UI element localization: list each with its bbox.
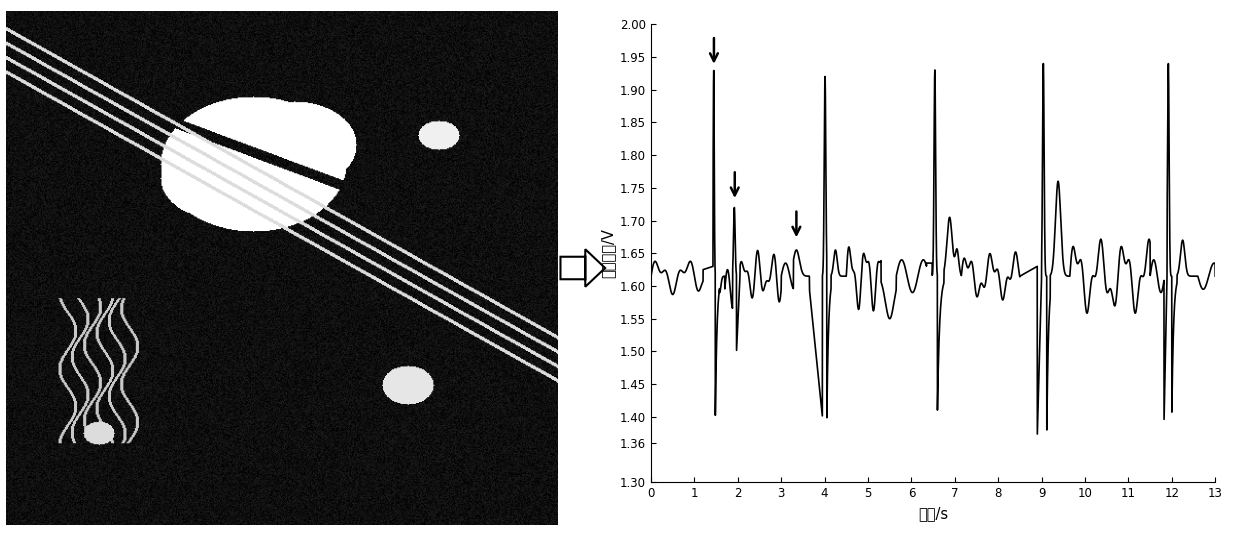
Y-axis label: 信号强度/V: 信号强度/V [601,228,616,278]
Polygon shape [560,249,605,287]
X-axis label: 时间/s: 时间/s [918,506,949,521]
